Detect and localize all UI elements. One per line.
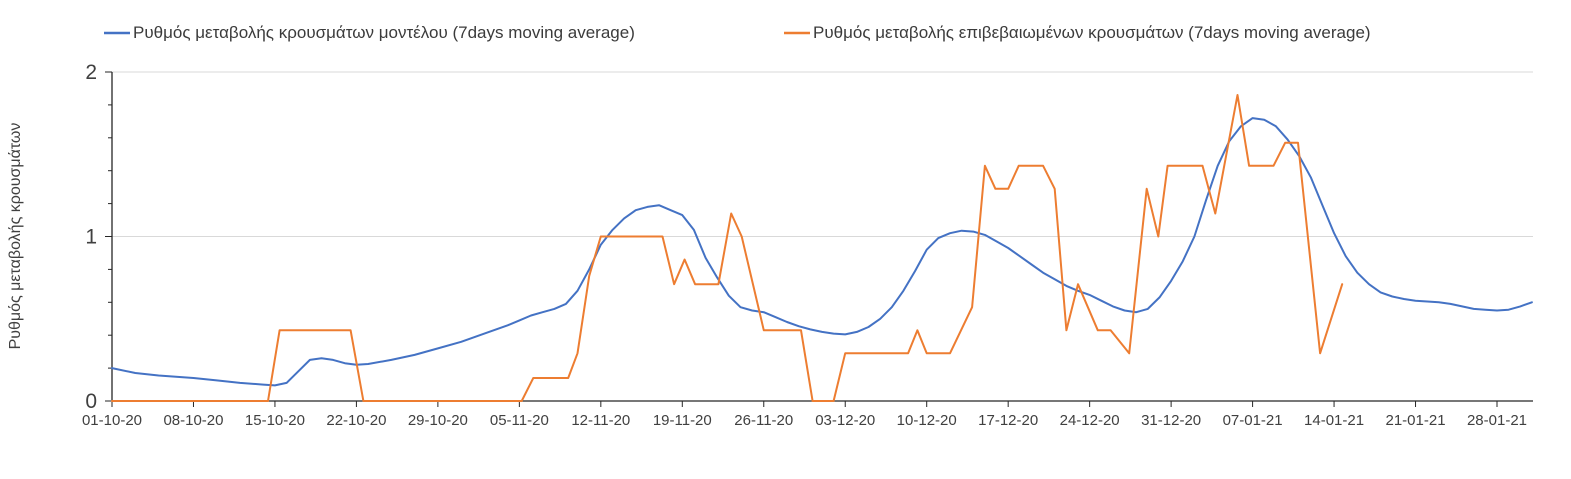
x-tick-label: 21-01-21 — [1386, 412, 1446, 429]
legend-label-confirmed: Ρυθμός μεταβολής επιβεβαιωμένων κρουσμάτ… — [813, 23, 1371, 42]
x-tick-label: 07-01-21 — [1223, 412, 1283, 429]
x-tick-label: 28-01-21 — [1467, 412, 1527, 429]
x-tick-label: 05-11-20 — [490, 412, 549, 429]
series-line-0 — [111, 117, 1533, 387]
y-tick-label: 1 — [85, 226, 97, 249]
x-tick-label: 03-12-20 — [815, 412, 875, 429]
legend-label-model: Ρυθμός μεταβολής κρουσμάτων μοντέλου (7d… — [133, 23, 635, 42]
legend-item-model-series: Ρυθμός μεταβολής κρουσμάτων μοντέλου (7d… — [103, 22, 635, 44]
x-tick-label: 10-12-20 — [897, 412, 957, 429]
y-tick-label: 2 — [85, 61, 97, 84]
x-tick-label: 12-11-20 — [571, 412, 630, 429]
series-line-1 — [111, 94, 1344, 402]
x-tick-label: 14-01-21 — [1304, 412, 1364, 429]
x-tick-label: 19-11-20 — [653, 412, 712, 429]
x-tick-label: 08-10-20 — [163, 412, 223, 429]
x-tick-label: 29-10-20 — [408, 412, 468, 429]
y-axis-title: Ρυθμός μεταβολής κρουσμάτων — [7, 122, 24, 350]
x-tick-label: 31-12-20 — [1141, 412, 1201, 429]
x-tick-label: 24-12-20 — [1060, 412, 1120, 429]
x-tick-label: 26-11-20 — [734, 412, 793, 429]
x-tick-label: 01-10-20 — [82, 412, 142, 429]
legend-line-icon-confirmed — [784, 31, 810, 35]
x-tick-label: 22-10-20 — [326, 412, 386, 429]
legend-line-icon-model — [104, 31, 130, 35]
y-tick-label: 0 — [85, 390, 97, 413]
x-tick-label: 15-10-20 — [245, 412, 305, 429]
x-tick-label: 17-12-20 — [978, 412, 1038, 429]
legend-item-confirmed-series: Ρυθμός μεταβολής επιβεβαιωμένων κρουσμάτ… — [783, 22, 1371, 44]
